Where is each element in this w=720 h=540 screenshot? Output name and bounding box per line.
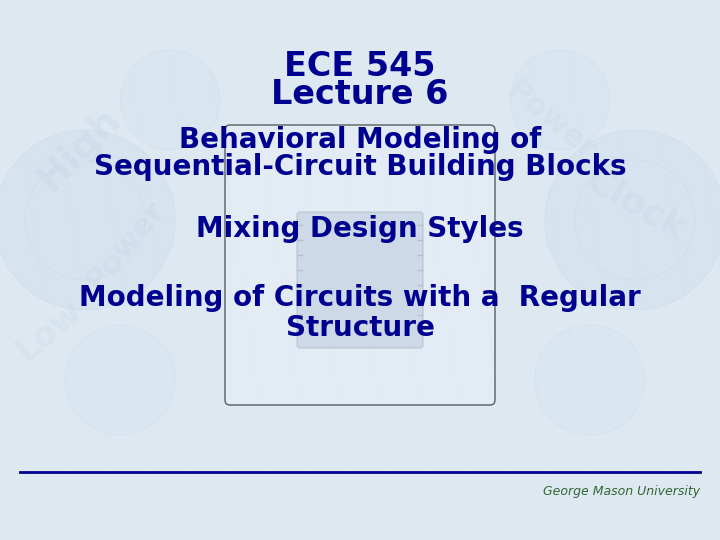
Text: George Mason University: George Mason University bbox=[543, 485, 700, 498]
Text: Clock: Clock bbox=[580, 163, 691, 247]
Ellipse shape bbox=[575, 160, 695, 280]
Ellipse shape bbox=[25, 160, 145, 280]
Text: Power: Power bbox=[80, 195, 171, 296]
Text: High: High bbox=[30, 99, 129, 198]
Ellipse shape bbox=[535, 325, 645, 435]
Text: ECE 545: ECE 545 bbox=[284, 50, 436, 83]
Text: Mixing Design Styles: Mixing Design Styles bbox=[196, 215, 524, 243]
Ellipse shape bbox=[0, 130, 175, 310]
Ellipse shape bbox=[545, 130, 720, 310]
Text: Low: Low bbox=[10, 293, 89, 367]
Text: Behavioral Modeling of: Behavioral Modeling of bbox=[179, 126, 541, 154]
Text: Modeling of Circuits with a  Regular: Modeling of Circuits with a Regular bbox=[79, 284, 641, 312]
Text: Power: Power bbox=[500, 75, 600, 166]
Ellipse shape bbox=[65, 325, 175, 435]
Ellipse shape bbox=[120, 50, 220, 150]
FancyBboxPatch shape bbox=[225, 125, 495, 405]
Text: Sequential-Circuit Building Blocks: Sequential-Circuit Building Blocks bbox=[94, 153, 626, 181]
Ellipse shape bbox=[510, 50, 610, 150]
Text: Lecture 6: Lecture 6 bbox=[271, 78, 449, 111]
FancyBboxPatch shape bbox=[297, 212, 423, 348]
Text: Structure: Structure bbox=[286, 314, 434, 342]
